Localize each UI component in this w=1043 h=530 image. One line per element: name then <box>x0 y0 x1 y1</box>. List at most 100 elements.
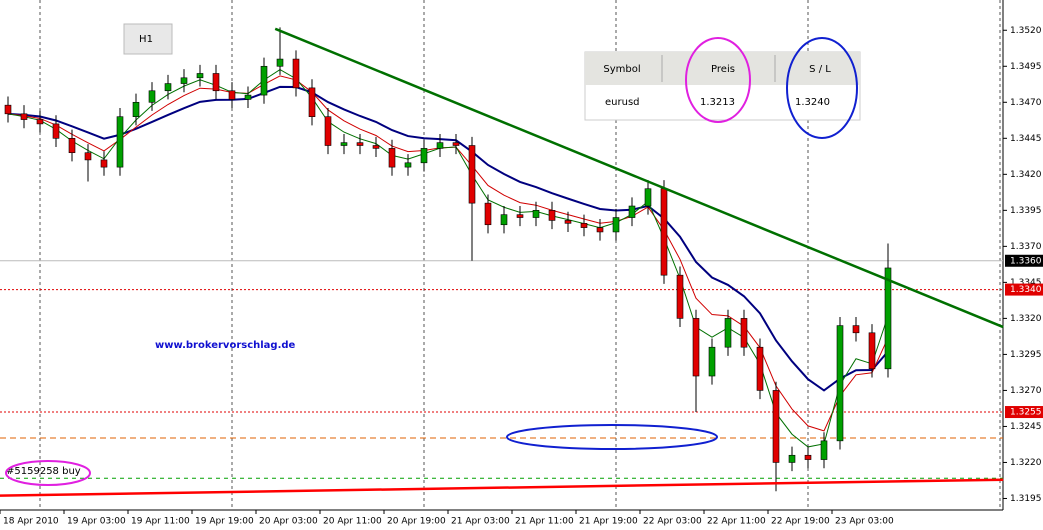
candle-body <box>628 205 636 218</box>
candle-body <box>180 77 188 84</box>
candle-body <box>532 210 540 218</box>
candle-body <box>836 325 844 442</box>
candle-body <box>740 318 748 348</box>
x-tick-label: 21 Apr 11:00 <box>515 517 574 527</box>
y-tick-label: 1.3445 <box>1010 134 1042 144</box>
candle-body <box>612 217 620 233</box>
highlight-ellipse <box>786 37 858 139</box>
candle-body <box>564 220 572 224</box>
candle-body <box>868 332 876 370</box>
candle-body <box>132 101 140 117</box>
candle-body <box>884 267 892 370</box>
table-header-cell: Symbol <box>603 64 640 75</box>
candle-body <box>260 65 268 96</box>
button-label: H1 <box>139 34 153 45</box>
candle-body <box>20 113 28 120</box>
candle-body <box>52 123 60 139</box>
y-tick-label: 1.3495 <box>1010 62 1042 72</box>
plot <box>0 27 1004 497</box>
x-tick-label: 22 Apr 03:00 <box>643 517 702 527</box>
candle-body <box>676 274 684 319</box>
price-marker-label: 1.3360 <box>1010 256 1042 266</box>
candle-body <box>148 90 156 103</box>
table-cell: eurusd <box>605 97 640 108</box>
button-box <box>123 23 173 55</box>
price-marker-label: 1.3255 <box>1010 408 1042 418</box>
y-tick-label: 1.3470 <box>1010 98 1042 108</box>
y-tick-label: 1.3320 <box>1010 314 1042 324</box>
table-header-cell: S / L <box>809 64 831 75</box>
table-header <box>585 52 860 85</box>
y-tick-label: 1.3420 <box>1010 170 1042 180</box>
x-tick-label: 19 Apr 11:00 <box>131 517 190 527</box>
candle-body <box>516 214 524 218</box>
candle-body <box>212 73 220 92</box>
candle-body <box>692 318 700 377</box>
candle-body <box>340 142 348 146</box>
candle-body <box>84 152 92 161</box>
candle-body <box>308 87 316 117</box>
x-tick-label: 22 Apr 11:00 <box>707 517 766 527</box>
candle-body <box>500 214 508 226</box>
table-header-cell: Preis <box>711 64 735 75</box>
candle-body <box>580 223 588 228</box>
candle-body <box>420 148 428 164</box>
candle-body <box>276 58 284 67</box>
candle-body <box>244 94 252 100</box>
candle-body <box>804 454 812 460</box>
y-tick-label: 1.3520 <box>1010 26 1042 36</box>
order-label: #5159258 buy <box>6 466 81 477</box>
price-marker <box>1005 283 1043 296</box>
candle-body <box>4 104 12 115</box>
y-tick-label: 1.3295 <box>1010 350 1042 360</box>
table-cell: 1.3213 <box>700 97 735 108</box>
trendline <box>274 27 1004 329</box>
candle-body <box>196 73 204 79</box>
candle-body <box>788 454 796 463</box>
y-tick-label: 1.3245 <box>1010 422 1042 432</box>
candle-body <box>164 83 172 92</box>
moving-average <box>7 85 889 392</box>
candle-body <box>708 346 716 377</box>
candle-body <box>452 142 460 146</box>
x-tick-label: 21 Apr 19:00 <box>579 517 638 527</box>
x-tick-label: 18 Apr 2010 <box>3 517 59 527</box>
candle-body <box>100 159 108 168</box>
x-tick-label: 23 Apr 03:00 <box>835 517 894 527</box>
table-cell: 1.3240 <box>795 97 830 108</box>
candle-body <box>660 188 668 276</box>
candle-body <box>724 318 732 348</box>
highlight-ellipse <box>506 424 718 450</box>
y-tick-label: 1.3395 <box>1010 206 1042 216</box>
highlight-ellipse <box>685 37 751 123</box>
candle-body <box>292 58 300 89</box>
x-tick-label: 20 Apr 19:00 <box>387 517 446 527</box>
y-tick-label: 1.3195 <box>1010 494 1042 504</box>
candle-body <box>116 116 124 168</box>
watermark: www.brokervorschlag.de <box>155 340 296 351</box>
candle-body <box>756 346 764 391</box>
candle-body <box>36 119 44 125</box>
candle-body <box>468 145 476 204</box>
timeframe-button[interactable]: H1 <box>123 23 173 55</box>
price-marker <box>1005 406 1043 419</box>
y-tick-label: 1.3270 <box>1010 386 1042 396</box>
y-tick-label: 1.3345 <box>1010 278 1042 288</box>
candle-body <box>772 390 780 463</box>
candle-body <box>324 116 332 146</box>
candle-body <box>484 202 492 226</box>
price-marker <box>1005 254 1043 267</box>
x-tick-label: 20 Apr 03:00 <box>259 517 318 527</box>
candle-body <box>404 162 412 168</box>
candle-body <box>820 440 828 460</box>
highlight-ellipse <box>5 460 91 486</box>
candle-body <box>644 188 652 207</box>
price-marker-label: 1.3340 <box>1010 285 1042 295</box>
candle-body <box>436 142 444 149</box>
axes: 1.3520 1.3495 1.3470 1.3445 1.3420 1.3395 1.33… <box>0 26 1043 527</box>
candle-body <box>548 210 556 221</box>
candle-body <box>596 227 604 233</box>
x-tick-label: 20 Apr 11:00 <box>323 517 382 527</box>
